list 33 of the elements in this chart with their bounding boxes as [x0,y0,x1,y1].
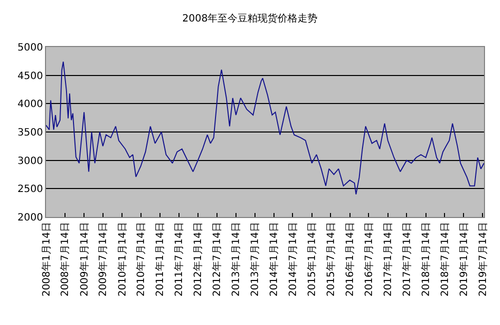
y-tick-label: 3500 [18,128,43,138]
x-tick-label: 2010年1月14日 [116,222,128,297]
x-tick-label: 2015年7月14日 [324,222,337,297]
x-tick-label: 2019年7月14日 [476,222,489,297]
x-tick-label: 2012年7月14日 [211,222,224,297]
x-tick-label: 2014年7月14日 [286,222,299,297]
x-tick-label: 2013年1月14日 [230,222,242,297]
x-tick-label: 2017年1月14日 [382,222,394,297]
x-tick-label: 2016年7月14日 [362,222,375,297]
x-tick-label: 2015年1月14日 [306,222,318,297]
chart-title: 2008年至今豆粕现货价格走势 [182,12,318,25]
y-tick-label: 4500 [18,70,43,82]
x-tick-label: 2016年1月14日 [344,222,356,297]
line-series [46,61,484,195]
x-tick-label: 2011年7月14日 [173,222,186,297]
y-tick-label: 2000 [18,212,43,224]
x-tick-label: 2017年7月14日 [400,222,413,297]
x-tick-label: 2008年1月14日 [40,222,52,297]
y-tick-label: 2500 [18,184,43,196]
x-tick-label: 2008年7月14日 [59,222,72,297]
x-tick-label: 2012年1月14日 [192,222,204,297]
x-tick-label: 2018年1月14日 [420,222,432,297]
x-tick-label: 2018年7月14日 [438,222,451,297]
x-tick-label: 2009年1月14日 [78,222,90,297]
x-tick-label: 2010年7月14日 [135,222,148,297]
x-tick-label: 2009年7月14日 [97,222,110,297]
y-tick-label: 5000 [18,42,43,54]
x-tick-label: 2019年1月14日 [458,222,470,297]
y-tick-label: 4000 [18,99,43,110]
x-tick-label: 2013年7月14日 [249,222,262,297]
x-tick-label: 2011年1月14日 [154,222,166,297]
y-tick-label: 3000 [18,156,43,167]
x-tick-label: 2014年1月14日 [268,222,280,297]
